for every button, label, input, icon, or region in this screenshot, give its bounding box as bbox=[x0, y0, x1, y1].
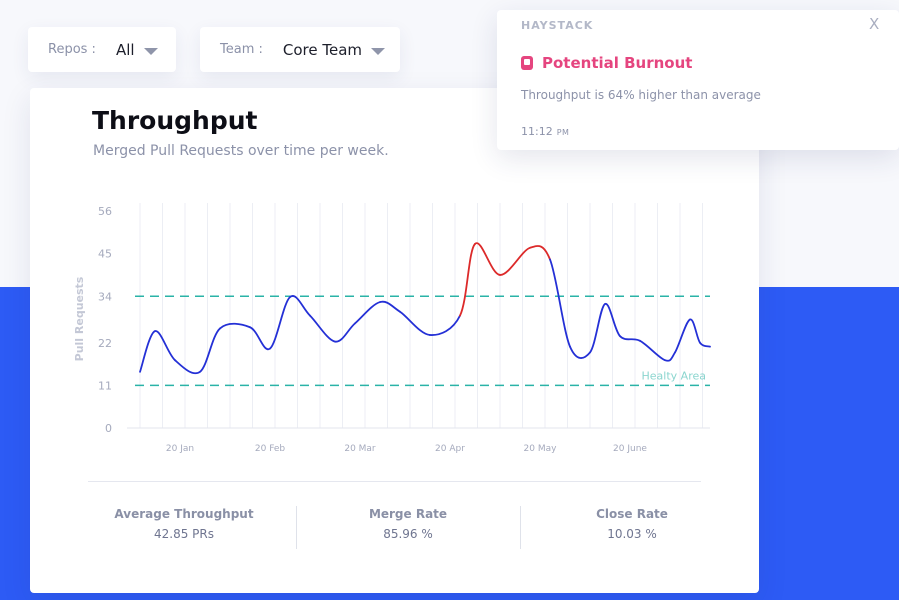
y-tick-label: 56 bbox=[98, 205, 112, 218]
x-tick-label: 20 Jan bbox=[166, 444, 194, 454]
x-tick-label: 20 Mar bbox=[344, 444, 376, 454]
notification-brand: HAYSTACK bbox=[521, 19, 594, 32]
series-segment bbox=[529, 245, 551, 261]
series-segment bbox=[174, 359, 201, 375]
series-segment bbox=[499, 246, 531, 276]
throughput-chart: 0 11 22 34 45 56 Pull Requests Healty Area 20… bbox=[73, 203, 711, 454]
series-segment bbox=[589, 303, 606, 354]
stat-separator bbox=[296, 506, 297, 549]
notification-time-ampm: PM bbox=[556, 128, 570, 137]
stat-merge-rate: Merge Rate 85.96 % bbox=[338, 507, 478, 541]
series-segment bbox=[154, 330, 176, 362]
series-segment bbox=[604, 303, 621, 338]
alert-badge-icon bbox=[521, 56, 533, 70]
y-tick-label: 11 bbox=[98, 379, 112, 392]
x-axis-ticks: 20 Jan 20 Feb 20 Mar 20 Apr 20 May 20 June bbox=[166, 444, 648, 454]
x-tick-label: 20 May bbox=[524, 444, 558, 454]
y-axis-label: Pull Requests bbox=[73, 276, 86, 361]
healthy-band-label: Healty Area bbox=[642, 369, 706, 382]
throughput-card: Throughput Merged Pull Requests over tim… bbox=[30, 88, 759, 593]
stat-value: 42.85 PRs bbox=[154, 527, 214, 541]
card-subtitle: Merged Pull Requests over time per week. bbox=[93, 143, 389, 159]
series-segment bbox=[334, 322, 356, 343]
repos-filter-value: All bbox=[115, 40, 135, 59]
series-segment bbox=[354, 301, 381, 325]
stat-average-throughput: Average Throughput 42.85 PRs bbox=[114, 507, 254, 541]
series-segment bbox=[689, 318, 701, 344]
stat-value: 10.03 % bbox=[607, 527, 657, 541]
series-segment bbox=[379, 300, 401, 313]
series-segment bbox=[664, 351, 676, 362]
x-tick-label: 20 Feb bbox=[255, 444, 286, 454]
y-tick-label: 22 bbox=[98, 337, 112, 350]
series-segment bbox=[399, 310, 431, 336]
y-axis-ticks: 0 11 22 34 45 56 bbox=[98, 205, 112, 435]
notification-time-value: 11:12 bbox=[521, 125, 553, 138]
x-tick-label: 20 Apr bbox=[435, 444, 465, 454]
series-segment bbox=[309, 314, 336, 343]
series-segment bbox=[619, 335, 641, 342]
series-segment bbox=[674, 318, 691, 354]
series-segment bbox=[269, 296, 291, 350]
notification-message: Throughput is 64% higher than average bbox=[521, 88, 761, 102]
chevron-down-icon[interactable] bbox=[371, 47, 386, 55]
stats-divider bbox=[88, 481, 701, 482]
team-filter-label: Team : bbox=[220, 42, 263, 57]
series-segment bbox=[569, 345, 591, 359]
repos-filter-label: Repos : bbox=[48, 42, 96, 57]
series-segment bbox=[199, 327, 221, 373]
series-segment bbox=[139, 330, 156, 373]
x-tick-label: 20 June bbox=[613, 444, 647, 454]
notification-time: 11:12 PM bbox=[521, 125, 569, 138]
card-title: Throughput bbox=[92, 106, 258, 135]
series-segment bbox=[289, 295, 311, 317]
y-tick-label: 34 bbox=[98, 290, 112, 303]
stat-separator bbox=[520, 506, 521, 549]
chevron-down-icon[interactable] bbox=[143, 47, 158, 55]
y-tick-label: 0 bbox=[105, 422, 112, 435]
healthy-band: Healty Area bbox=[135, 295, 710, 387]
series-segment bbox=[219, 322, 251, 330]
notification-title: Potential Burnout bbox=[542, 54, 693, 72]
stat-label: Average Throughput bbox=[114, 507, 254, 521]
close-icon[interactable]: X bbox=[869, 15, 880, 33]
y-tick-label: 45 bbox=[98, 248, 112, 261]
vertical-gridlines bbox=[139, 203, 703, 428]
series-segment bbox=[639, 339, 666, 362]
notification-card: HAYSTACK X Potential Burnout Throughput … bbox=[497, 10, 899, 150]
stat-close-rate: Close Rate 10.03 % bbox=[562, 507, 702, 541]
stat-value: 85.96 % bbox=[383, 527, 433, 541]
series-segment bbox=[429, 314, 461, 336]
stat-label: Merge Rate bbox=[368, 507, 448, 521]
repos-filter[interactable]: Repos : All bbox=[28, 27, 176, 72]
series-segment bbox=[249, 326, 271, 351]
series-segment bbox=[474, 242, 501, 276]
series-segment bbox=[699, 341, 711, 348]
series-line bbox=[139, 242, 711, 375]
stat-label: Close Rate bbox=[596, 507, 668, 521]
team-filter[interactable]: Team : Core Team bbox=[200, 27, 400, 72]
series-segment bbox=[459, 243, 476, 317]
team-filter-value: Core Team bbox=[282, 40, 363, 59]
series-segment bbox=[549, 258, 571, 348]
